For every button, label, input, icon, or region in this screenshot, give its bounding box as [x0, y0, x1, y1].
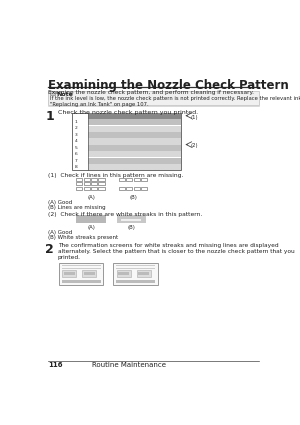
- Bar: [88, 145, 181, 151]
- Bar: [48, 91, 259, 105]
- Text: (A): (A): [87, 195, 95, 200]
- Text: If the ink level is low, the nozzle check pattern is not printed correctly. Repl: If the ink level is low, the nozzle chec…: [50, 96, 300, 107]
- Bar: [118, 272, 129, 275]
- Bar: [116, 268, 155, 269]
- Bar: [84, 182, 90, 185]
- Bar: [62, 270, 76, 277]
- Bar: [88, 126, 181, 132]
- Text: (1): (1): [191, 114, 199, 119]
- Bar: [88, 119, 181, 125]
- Bar: [119, 187, 125, 190]
- Bar: [64, 272, 75, 275]
- Text: Note: Note: [56, 92, 73, 97]
- Text: (B) Lines are missing: (B) Lines are missing: [48, 205, 106, 210]
- Text: The confirmation screens for white streaks and missing lines are displayed
alter: The confirmation screens for white strea…: [58, 243, 294, 260]
- Bar: [88, 139, 181, 145]
- Bar: [91, 182, 97, 185]
- Bar: [138, 272, 149, 275]
- Bar: [91, 178, 97, 181]
- Text: (2): (2): [191, 143, 199, 148]
- Text: 2: 2: [75, 126, 77, 130]
- Bar: [76, 178, 83, 181]
- Text: (A) Good: (A) Good: [48, 230, 73, 235]
- Bar: [121, 219, 141, 221]
- Bar: [134, 187, 140, 190]
- Bar: [98, 182, 104, 185]
- Text: 8: 8: [75, 165, 77, 169]
- Bar: [134, 178, 140, 181]
- Bar: [88, 158, 181, 164]
- Bar: [126, 187, 132, 190]
- Text: 5: 5: [75, 146, 78, 150]
- Bar: [76, 215, 106, 223]
- Bar: [76, 182, 83, 185]
- Bar: [91, 187, 97, 190]
- Text: Check the nozzle check pattern you printed.: Check the nozzle check pattern you print…: [58, 110, 198, 114]
- Text: 7: 7: [75, 159, 77, 163]
- Bar: [72, 113, 181, 170]
- Bar: [88, 151, 181, 157]
- Bar: [61, 265, 101, 266]
- Bar: [116, 270, 130, 277]
- Bar: [61, 280, 101, 283]
- Bar: [98, 187, 104, 190]
- Text: 6: 6: [75, 152, 77, 156]
- Bar: [113, 263, 158, 285]
- Text: Examining the Nozzle Check Pattern: Examining the Nozzle Check Pattern: [48, 79, 289, 92]
- Bar: [141, 178, 147, 181]
- Bar: [88, 113, 181, 119]
- Bar: [137, 270, 151, 277]
- Bar: [98, 178, 104, 181]
- Bar: [82, 270, 96, 277]
- Bar: [84, 187, 90, 190]
- Bar: [126, 178, 132, 181]
- Text: 4: 4: [75, 139, 77, 143]
- Text: 116: 116: [48, 362, 63, 368]
- Bar: [84, 178, 90, 181]
- Bar: [116, 280, 155, 283]
- Text: 1: 1: [75, 120, 77, 124]
- Text: 2: 2: [45, 243, 54, 256]
- Text: (B): (B): [127, 225, 135, 230]
- Bar: [116, 265, 155, 266]
- Text: Routine Maintenance: Routine Maintenance: [92, 362, 166, 368]
- Text: (2)  Check if there are white streaks in this pattern.: (2) Check if there are white streaks in …: [48, 212, 203, 217]
- Text: Examine the nozzle check pattern, and perform cleaning if necessary.: Examine the nozzle check pattern, and pe…: [48, 90, 254, 94]
- Bar: [116, 215, 146, 223]
- Bar: [76, 187, 83, 190]
- Bar: [88, 164, 181, 170]
- Text: 1: 1: [45, 110, 54, 122]
- Bar: [61, 268, 101, 269]
- Text: (A) Good: (A) Good: [48, 200, 73, 205]
- Bar: [50, 91, 55, 95]
- Bar: [119, 178, 125, 181]
- Text: (A): (A): [87, 225, 95, 230]
- Text: 3: 3: [75, 133, 77, 137]
- Text: (1)  Check if lines in this pattern are missing.: (1) Check if lines in this pattern are m…: [48, 173, 184, 178]
- Bar: [88, 132, 181, 138]
- Text: (B): (B): [130, 195, 137, 200]
- Bar: [141, 187, 147, 190]
- Text: (B) White streaks present: (B) White streaks present: [48, 235, 118, 241]
- Bar: [84, 272, 95, 275]
- Bar: [59, 263, 104, 285]
